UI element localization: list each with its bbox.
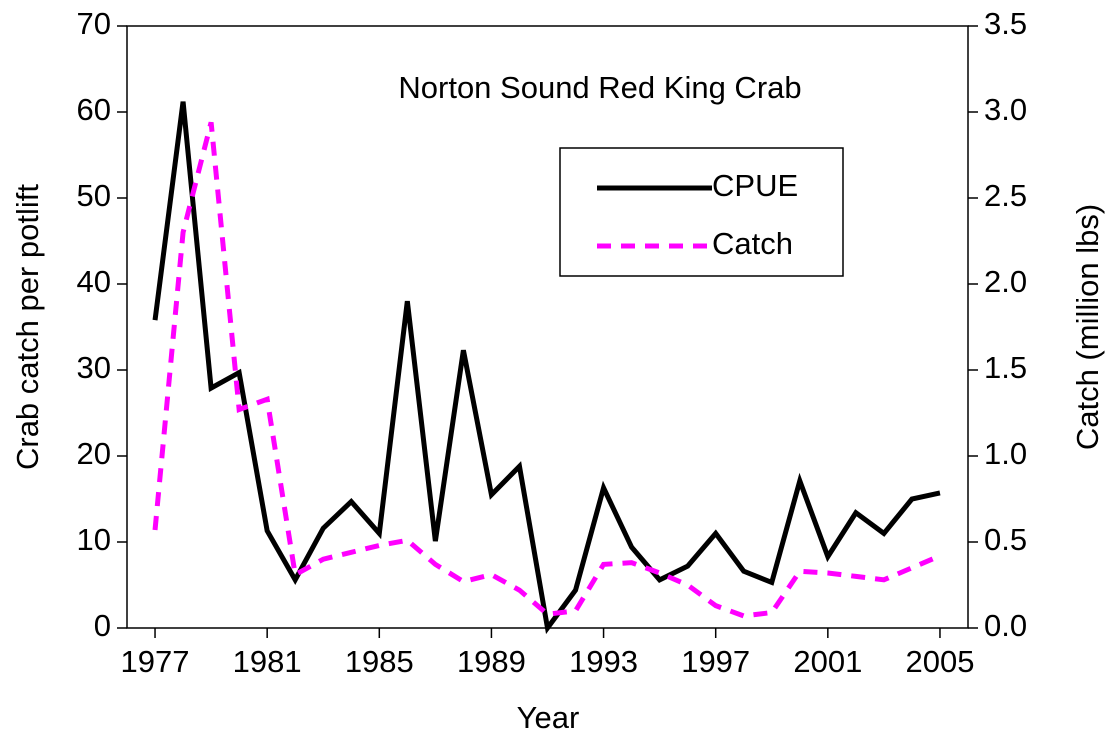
x-tick-label: 1993	[569, 644, 638, 679]
series-line	[152, 101, 941, 635]
legend-box	[559, 147, 844, 277]
legend-label: Catch	[712, 226, 793, 261]
y-axis-label: Crab catch per potlift	[10, 184, 45, 470]
x-tick-label: 2001	[793, 644, 862, 679]
y-tick-label: 30	[77, 350, 111, 385]
x-tick-label: 1989	[457, 644, 526, 679]
x-tick-label: 1977	[121, 644, 190, 679]
x-tick-label: 1997	[681, 644, 750, 679]
y-tick-label: 0	[94, 608, 111, 643]
y2-tick-label: 3.0	[984, 92, 1027, 127]
y2-tick-label: 2.0	[984, 264, 1027, 299]
series-line	[152, 121, 941, 619]
x-tick-label: 2005	[905, 644, 974, 679]
y2-tick-label: 2.5	[984, 178, 1027, 213]
chart-title: Norton Sound Red King Crab	[398, 70, 801, 105]
y-tick-label: 40	[77, 264, 111, 299]
y-tick-label: 10	[77, 522, 111, 557]
y2-tick-label: 1.5	[984, 350, 1027, 385]
x-axis-label: Year	[517, 700, 580, 735]
x-tick-label: 1981	[233, 644, 302, 679]
y-tick-label: 20	[77, 436, 111, 471]
y2-tick-label: 3.5	[984, 6, 1027, 41]
y2-axis-label: Catch (million lbs)	[1070, 204, 1105, 450]
y2-tick-label: 0.5	[984, 522, 1027, 557]
x-tick-label: 1985	[345, 644, 414, 679]
y-tick-label: 50	[77, 178, 111, 213]
y2-tick-label: 1.0	[984, 436, 1027, 471]
legend-label: CPUE	[712, 168, 798, 203]
y-tick-label: 70	[77, 6, 111, 41]
y-tick-label: 60	[77, 92, 111, 127]
y2-tick-label: 0.0	[984, 608, 1027, 643]
